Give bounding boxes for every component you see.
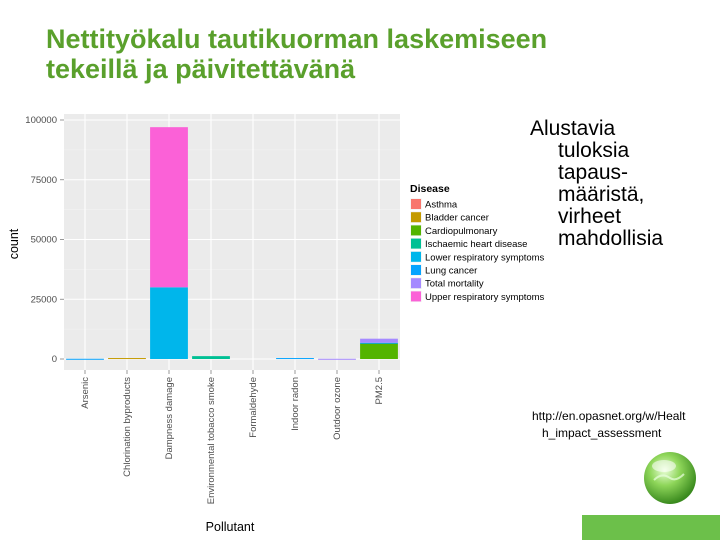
legend-swatch (411, 265, 421, 275)
side-note-line-1: Alustavia (530, 117, 616, 140)
side-note-line-5: virheet (558, 205, 622, 228)
bar-segment (360, 342, 398, 344)
bar-segment (360, 343, 398, 359)
bar-segment (150, 287, 188, 359)
legend-label: Lower respiratory symptoms (425, 252, 545, 263)
x-axis-title: Pollutant (206, 520, 255, 534)
footer-accent-bar (582, 515, 720, 540)
stacked-bar-chart: 0 25000 50000 75000 100000 Arsenic Chlorinatio… (7, 114, 545, 534)
side-note-line-6: mahdollisia (558, 227, 664, 250)
x-tick-label: Arsenic (80, 377, 91, 409)
legend-label: Bladder cancer (425, 213, 489, 224)
legend-label: Total mortality (425, 279, 484, 290)
bar-segment (66, 358, 104, 360)
side-note-line-4: määristä, (558, 183, 645, 206)
slide-title-line-1: Nettityökalu tautikuorman laskemiseen (46, 24, 548, 54)
plot-panel (64, 114, 400, 370)
source-link[interactable]: http://en.opasnet.org/w/Healt h_impact_a… (532, 408, 685, 442)
legend-swatch (411, 278, 421, 289)
y-tick-label: 50000 (31, 235, 57, 246)
legend-swatch (411, 291, 421, 302)
y-tick-label: 0 (52, 354, 57, 365)
x-tick-label: Environmental tobacco smoke (206, 377, 217, 504)
x-tick-label: PM2.5 (374, 377, 385, 404)
y-axis-title: count (7, 228, 21, 259)
bar-segment (276, 358, 314, 360)
y-tick-label: 75000 (31, 175, 57, 186)
legend-label: Upper respiratory symptoms (425, 292, 545, 303)
bar-segment (150, 127, 188, 288)
green-globe-icon (644, 452, 696, 504)
slide-title-line-2: tekeillä ja päivitettävänä (46, 54, 356, 84)
bar-segment (318, 358, 356, 360)
legend-label: Cardiopulmonary (425, 226, 498, 237)
source-link-line-2: h_impact_assessment (542, 426, 662, 440)
legend-swatch (411, 199, 421, 209)
legend-swatch (411, 251, 421, 262)
x-tick-label: Formaldehyde (248, 377, 259, 438)
bar-segment (108, 358, 146, 360)
slide-title: Nettityökalu tautikuorman laskemiseen te… (46, 24, 686, 84)
side-note: Alustavia tuloksia tapaus- määristä, vir… (530, 118, 663, 250)
legend-title: Disease (410, 183, 450, 195)
y-tick-label: 100000 (25, 115, 57, 126)
y-tick-label: 25000 (31, 294, 57, 305)
x-tick-label: Dampness damage (164, 377, 175, 459)
bar-segment (360, 338, 398, 343)
x-tick-label: Chlorination byproducts (122, 377, 133, 477)
legend-swatch (411, 212, 421, 223)
x-tick-label: Indoor radon (290, 377, 301, 431)
legend-label: Lung cancer (425, 266, 477, 277)
legend-swatch (411, 238, 421, 249)
legend-label: Asthma (425, 200, 458, 211)
x-tick-label: Outdoor ozone (332, 377, 343, 440)
source-link-line-1: http://en.opasnet.org/w/Healt (532, 409, 686, 423)
bar-segment (192, 356, 230, 359)
side-note-line-2: tuloksia (558, 139, 630, 162)
side-note-line-3: tapaus- (558, 161, 629, 184)
legend-swatch (411, 225, 421, 236)
legend-label: Ischaemic heart disease (425, 239, 527, 250)
